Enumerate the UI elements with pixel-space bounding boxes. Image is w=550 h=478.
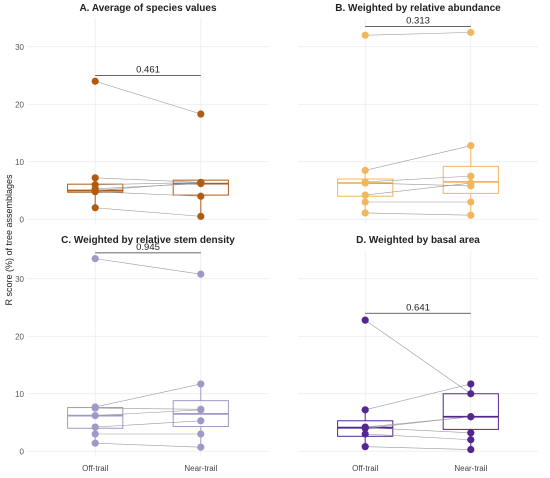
- y-tick-label: 10: [15, 390, 24, 399]
- data-point-near-trail: [467, 142, 475, 150]
- data-point-off-trail: [91, 77, 99, 85]
- pair-line: [95, 420, 201, 428]
- pair-line: [95, 258, 201, 275]
- data-point-off-trail: [361, 31, 369, 39]
- data-point-near-trail: [197, 417, 205, 425]
- panel-title: B. Weighted by relative abundance: [335, 3, 501, 14]
- panel-title: C. Weighted by relative stem density: [61, 235, 235, 246]
- pair-line: [95, 407, 201, 410]
- data-point-near-trail: [197, 110, 205, 118]
- pair-line: [365, 182, 471, 187]
- panels: A. Average of species values 0 10 20 30 0.461…: [15, 3, 538, 473]
- data-point-off-trail: [361, 179, 369, 187]
- y-tick-label: 20: [15, 332, 24, 341]
- panel-2: B. Weighted by relative abundance 0.313: [298, 3, 538, 225]
- data-point-near-trail: [467, 198, 475, 206]
- pair-line: [95, 409, 201, 416]
- data-point-near-trail: [467, 445, 475, 454]
- data-point-near-trail: [197, 192, 205, 200]
- data-point-off-trail: [361, 424, 369, 432]
- pair-line: [95, 177, 201, 183]
- y-tick-label: 30: [15, 275, 24, 284]
- panel-1: A. Average of species values 0 10 20 30 0.461: [15, 3, 268, 225]
- pair-line: [95, 207, 201, 217]
- data-point-off-trail: [361, 166, 369, 174]
- pair-line: [365, 182, 471, 196]
- data-point-near-trail: [197, 443, 205, 451]
- data-point-off-trail: [361, 443, 369, 451]
- pair-line: [365, 433, 471, 441]
- pair-line: [95, 182, 201, 186]
- x-tick-label: Near-trail: [454, 464, 487, 473]
- data-point-off-trail: [361, 209, 369, 217]
- pair-line: [95, 80, 201, 115]
- y-tick-label: 0: [20, 215, 25, 224]
- pair-line: [365, 145, 471, 171]
- box: [442, 165, 499, 194]
- pair-line: [365, 416, 471, 429]
- data-point-off-trail: [91, 255, 99, 263]
- data-point-near-trail: [467, 390, 475, 398]
- panel-title: A. Average of species values: [79, 3, 217, 14]
- panel-title: D. Weighted by basal area: [356, 235, 480, 246]
- data-point-near-trail: [467, 172, 475, 180]
- data-point-near-trail: [197, 406, 205, 414]
- data-point-near-trail: [197, 180, 205, 188]
- x-tick-label: Near-trail: [184, 464, 217, 473]
- y-tick-label: 30: [15, 43, 24, 52]
- data-point-near-trail: [467, 28, 475, 36]
- p-value-label: 0.641: [406, 302, 430, 313]
- pair-line: [95, 183, 201, 190]
- data-point-off-trail: [91, 430, 99, 438]
- data-point-near-trail: [467, 211, 475, 219]
- pair-line: [365, 319, 471, 394]
- data-point-near-trail: [467, 429, 475, 437]
- data-point-off-trail: [91, 439, 99, 447]
- data-point-off-trail: [91, 204, 99, 212]
- data-point-near-trail: [197, 380, 205, 388]
- x-tick-label: Off-trail: [82, 464, 108, 473]
- data-point-near-trail: [197, 212, 205, 220]
- data-point-near-trail: [467, 436, 475, 444]
- p-value-label: 0.945: [136, 242, 160, 253]
- data-point-off-trail: [91, 404, 99, 412]
- pair-line: [95, 442, 201, 448]
- p-value-label: 0.461: [136, 65, 160, 76]
- pair-line: [95, 191, 201, 197]
- panel-4: D. Weighted by basal area 0.641 Off-trail N…: [298, 235, 538, 473]
- data-point-near-trail: [197, 430, 205, 438]
- y-tick-label: 20: [15, 100, 24, 109]
- pair-line: [365, 175, 471, 183]
- pair-line: [365, 446, 471, 450]
- data-point-near-trail: [467, 380, 475, 388]
- data-point-off-trail: [361, 406, 369, 414]
- data-point-off-trail: [91, 412, 99, 420]
- pair-line: [95, 383, 201, 408]
- y-tick-label: 0: [20, 447, 25, 456]
- data-point-off-trail: [91, 185, 99, 193]
- pair-line: [365, 212, 471, 216]
- x-tick-label: Off-trail: [352, 464, 378, 473]
- data-point-off-trail: [361, 198, 369, 206]
- data-point-off-trail: [91, 174, 99, 182]
- data-point-off-trail: [361, 430, 369, 438]
- y-axis-label: R score (%) of tree assemblages: [4, 174, 14, 306]
- y-tick-label: 10: [15, 158, 24, 167]
- data-point-off-trail: [361, 316, 369, 324]
- data-point-near-trail: [467, 413, 475, 421]
- data-point-near-trail: [467, 179, 475, 187]
- data-point-near-trail: [197, 270, 205, 278]
- panel-3: C. Weighted by relative stem density 0 10 2…: [15, 235, 268, 473]
- pair-line: [365, 427, 471, 434]
- pair-line: [365, 383, 471, 411]
- p-value-label: 0.313: [406, 16, 430, 27]
- pair-line: [365, 32, 471, 36]
- data-point-off-trail: [91, 423, 99, 431]
- data-point-off-trail: [361, 191, 369, 199]
